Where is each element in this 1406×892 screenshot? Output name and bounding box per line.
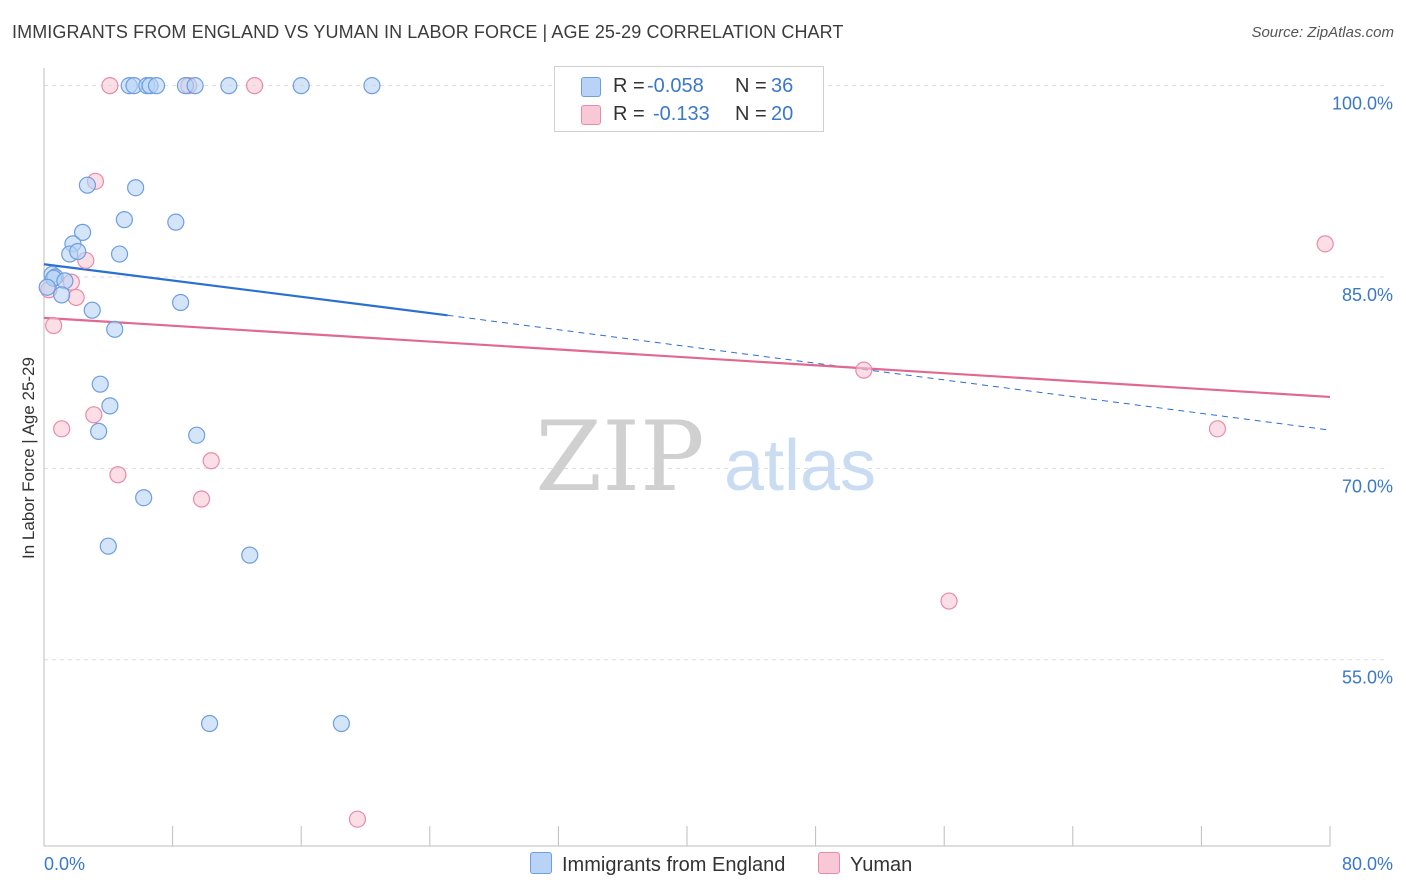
- yuman-point: [202, 452, 220, 470]
- bottom-legend-england: Immigrants from England: [530, 852, 785, 877]
- legend-n-value: 36: [771, 75, 794, 97]
- england-point: [200, 714, 219, 733]
- england-point: [69, 242, 87, 261]
- y-tick-labels: 55.0% 70.0% 85.0% 100.0%: [1332, 94, 1393, 688]
- bottom-legend-swatch-england: [530, 852, 552, 874]
- yuman-point: [67, 288, 85, 307]
- bottom-legend-label-england: Immigrants from England: [562, 854, 786, 876]
- england-point: [38, 278, 56, 296]
- watermark: ZIP atlas: [535, 401, 876, 513]
- y-tick-label: 85.0%: [1342, 285, 1393, 305]
- england-point: [56, 272, 74, 290]
- england-point: [241, 546, 259, 564]
- bottom-legend-yuman: Yuman: [818, 852, 912, 877]
- legend-swatch-england: [581, 77, 601, 97]
- yuman-point: [53, 420, 71, 438]
- england-point: [83, 301, 101, 319]
- axes: [43, 68, 1331, 847]
- yuman-point: [45, 316, 63, 335]
- legend-row-england: R = -0.058 N = 36: [555, 73, 823, 101]
- grid-lines: [44, 85, 1386, 661]
- legend-n-label: N =: [735, 103, 767, 125]
- yuman-trend-line: [43, 316, 1331, 399]
- legend-r-label: R =: [613, 75, 645, 97]
- bottom-legend-swatch-yuman: [818, 852, 840, 874]
- england-point: [220, 77, 238, 95]
- legend-n-label: N =: [735, 75, 767, 97]
- yuman-point: [940, 592, 958, 610]
- legend-r-label: R =: [613, 103, 645, 125]
- chart-title: IMMIGRANTS FROM ENGLAND VS YUMAN IN LABO…: [12, 22, 844, 42]
- england-point: [147, 77, 166, 95]
- legend-n-value: 20: [771, 103, 794, 125]
- y-tick-label: 70.0%: [1342, 476, 1393, 496]
- england-point: [172, 293, 190, 312]
- england-point: [292, 77, 310, 95]
- england-point: [135, 489, 153, 507]
- legend-r-value: -0.058: [647, 75, 704, 97]
- bottom-legend-label-yuman: Yuman: [850, 854, 913, 876]
- england-point: [167, 213, 185, 231]
- england-point: [106, 320, 124, 338]
- yuman-point: [1208, 420, 1227, 438]
- england-trend-extension: [447, 314, 1331, 431]
- england-point: [188, 426, 206, 444]
- y-axis-label: In Labor Force | Age 25-29: [19, 357, 38, 559]
- legend-r-value: -0.133: [653, 103, 710, 125]
- england-point: [53, 286, 71, 304]
- yuman-point: [1316, 235, 1334, 253]
- england-point: [186, 77, 204, 95]
- england-point: [91, 375, 109, 393]
- legend-swatch-yuman: [581, 105, 601, 125]
- england-point: [73, 223, 92, 241]
- x-tick-label: 80.0%: [1342, 854, 1393, 874]
- england-point: [110, 245, 129, 263]
- yuman-point: [855, 361, 873, 379]
- england-point: [127, 179, 145, 197]
- england-point: [115, 211, 133, 229]
- data-points: [38, 77, 1334, 828]
- yuman-point: [85, 406, 103, 424]
- yuman-point: [348, 810, 367, 828]
- england-point: [101, 397, 119, 415]
- yuman-point: [109, 466, 127, 484]
- england-point: [99, 537, 117, 555]
- england-point: [332, 714, 350, 733]
- england-point: [78, 176, 97, 194]
- trend-lines: [43, 263, 1331, 431]
- yuman-point: [245, 77, 264, 95]
- yuman-point: [192, 490, 211, 508]
- yuman-point: [101, 77, 119, 95]
- watermark-zip: ZIP: [535, 401, 704, 513]
- watermark-atlas: atlas: [724, 426, 876, 506]
- england-point: [90, 422, 108, 440]
- stats-legend: R = -0.058 N = 36 R = -0.133 N = 20: [554, 66, 824, 132]
- x-tick-label: 0.0%: [44, 854, 85, 874]
- legend-row-yuman: R = -0.133 N = 20: [555, 101, 823, 129]
- y-tick-label: 55.0%: [1342, 668, 1393, 688]
- england-point: [363, 77, 381, 95]
- y-tick-label: 100.0%: [1332, 94, 1393, 114]
- england-trend-line: [43, 263, 448, 317]
- source-label: Source: ZipAtlas.com: [1251, 24, 1394, 41]
- x-tick-labels: 0.0% 80.0%: [44, 854, 1393, 874]
